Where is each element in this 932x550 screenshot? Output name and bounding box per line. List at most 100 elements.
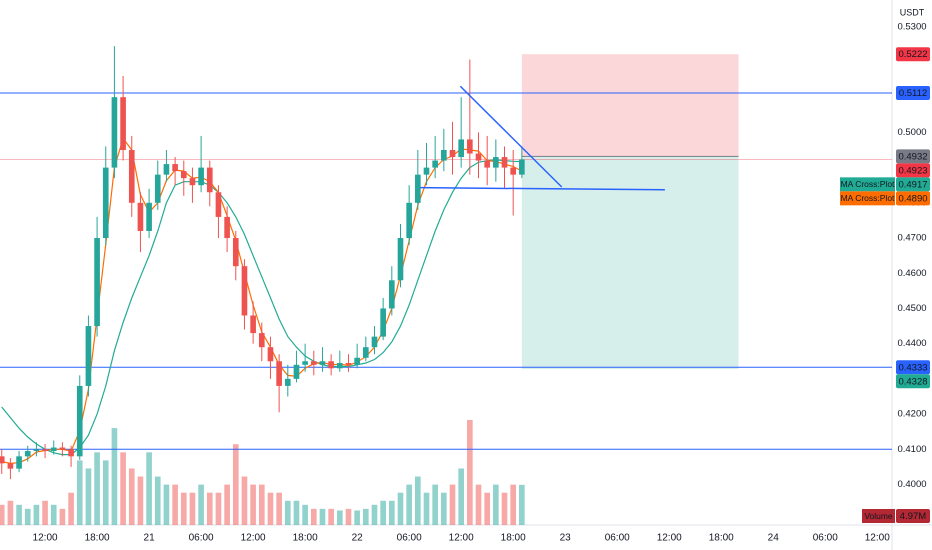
volume-bar (293, 500, 300, 525)
price-badge-label: 0.4932 (898, 151, 927, 162)
volume-bar (449, 484, 456, 525)
volume-bar (302, 504, 308, 525)
x-tick-label: 12:00 (241, 533, 266, 544)
volume-bar (128, 468, 135, 525)
candle-body (163, 164, 170, 175)
price-badge (896, 149, 930, 164)
candle-body (380, 308, 386, 337)
volume-bar (16, 504, 22, 525)
volume-bar (24, 508, 31, 525)
volume-bar (111, 428, 118, 525)
volume-badge-label: 4.97M (900, 511, 926, 522)
volume-bar (258, 484, 265, 525)
volume-bar (102, 460, 109, 525)
candle-body (154, 174, 161, 203)
candle-body (493, 157, 499, 168)
candle-body (406, 202, 412, 239)
price-badge-label: 0.4923 (898, 165, 927, 176)
price-badge (896, 177, 930, 192)
volume-bar (180, 492, 187, 525)
price-badge-label: 0.4890 (898, 193, 927, 204)
volume-bar (146, 452, 152, 525)
candle-body (128, 150, 135, 203)
candle-body (33, 449, 40, 452)
volume-bar (241, 476, 248, 525)
volume-bar (7, 500, 14, 525)
volume-bar (120, 452, 126, 525)
price-badge (896, 360, 930, 375)
volume-bar (59, 508, 66, 525)
volume-bar (345, 508, 352, 525)
y-tick-label: 0.4600 (897, 268, 926, 279)
volume-bar (33, 504, 40, 525)
volume-bar (163, 484, 170, 525)
volume-bar (519, 484, 525, 525)
candle-body (94, 238, 100, 327)
candle-body (224, 216, 230, 239)
candle-body (519, 159, 525, 175)
x-tick-label: 12:00 (449, 533, 474, 544)
candle-body (389, 280, 395, 309)
target-zone (521, 156, 739, 370)
price-badge-label: 0.5222 (898, 49, 927, 60)
price-badge (896, 374, 930, 389)
candle-body (276, 361, 282, 386)
volume-bar (397, 492, 404, 525)
x-tick-label: 18:00 (85, 533, 110, 544)
currency-label: USDT (900, 7, 925, 17)
volume-name: Volume (864, 511, 893, 521)
candle-body (0, 456, 5, 464)
volume-bar (137, 476, 144, 525)
candle-body (415, 174, 421, 203)
volume-name-badge (862, 509, 895, 523)
x-tick-label: 22 (352, 533, 364, 544)
volume-bar (215, 492, 222, 525)
candle-body (16, 456, 22, 469)
volume-bar (42, 500, 48, 525)
y-tick-label: 0.4000 (897, 479, 926, 490)
volume-bar (85, 468, 92, 525)
volume-bar (284, 500, 291, 525)
candle-body (232, 238, 239, 267)
volume-bar (501, 492, 508, 525)
trendline (459, 85, 563, 188)
y-tick-label: 0.5300 (897, 21, 926, 32)
candle-body (484, 160, 490, 168)
price-badge-label: 0.5112 (899, 88, 927, 99)
candle-body (302, 361, 308, 365)
volume-bar (250, 484, 256, 525)
x-tick-label: 06:00 (813, 533, 838, 544)
volume-bar (94, 452, 100, 525)
x-tick-label: 24 (768, 533, 780, 544)
volume-bar (406, 484, 412, 525)
y-tick-label: 0.4500 (897, 303, 926, 314)
x-tick-label: 23 (560, 533, 572, 544)
y-tick-label: 0.4700 (897, 233, 926, 244)
candle-body (206, 167, 213, 193)
candle-body (467, 139, 473, 154)
candle-body (449, 150, 456, 158)
candle-body (423, 167, 430, 175)
x-tick-label: 18:00 (293, 533, 318, 544)
volume-bar (389, 500, 395, 525)
candle-body (267, 347, 274, 362)
volume-bar (441, 492, 447, 525)
price-badge (896, 191, 930, 206)
x-tick-label: 12:00 (657, 533, 682, 544)
candle-body (7, 463, 14, 469)
candle-body (258, 333, 265, 348)
volume-bar (354, 510, 360, 525)
ma-line (1, 159, 522, 456)
candle-body (85, 326, 92, 386)
candle-body (111, 97, 118, 168)
volume-bar (0, 504, 5, 525)
candle-body (354, 357, 360, 365)
y-tick-label: 0.4100 (897, 444, 926, 455)
y-tick-label: 0.4400 (897, 338, 926, 349)
candle-body (501, 157, 508, 168)
candle-body (441, 150, 447, 161)
candle-body (250, 315, 256, 334)
candle-body (310, 361, 317, 365)
volume-bar (319, 508, 326, 525)
